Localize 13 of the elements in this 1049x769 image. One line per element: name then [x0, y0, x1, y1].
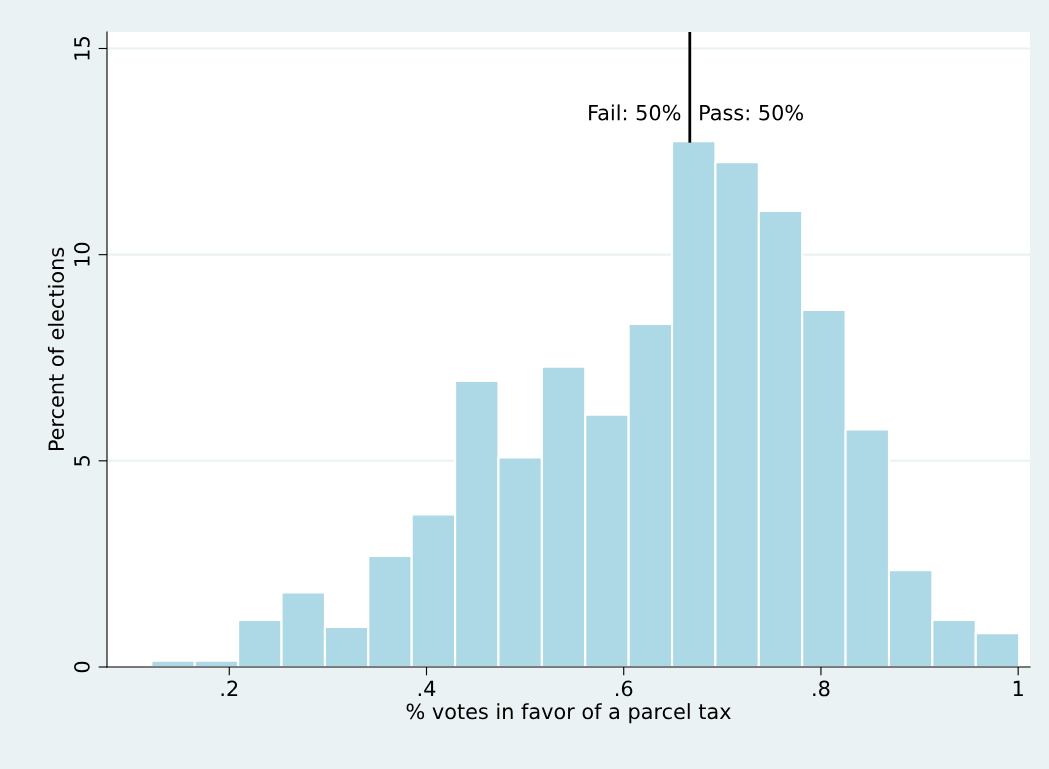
y-tick-label: 15 [74, 37, 90, 60]
annotation: Pass: 50% [700, 104, 804, 121]
y-axis-title: Percent of elections [47, 247, 65, 451]
x-tick-label: .6 [616, 680, 633, 697]
x-axis-title: % votes in favor of a parcel tax [406, 703, 731, 724]
y-tick-label: 10 [74, 242, 90, 266]
y-tick-label: 5 [74, 456, 90, 466]
x-tick-label: .2 [221, 680, 238, 697]
y-tick-label: 0 [74, 661, 90, 673]
x-tick-label: 1 [1013, 680, 1023, 697]
annotation: Fail: 50% [589, 104, 681, 121]
x-tick-label: .8 [813, 680, 830, 697]
x-tick-label: .4 [418, 680, 436, 697]
